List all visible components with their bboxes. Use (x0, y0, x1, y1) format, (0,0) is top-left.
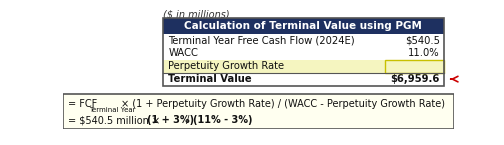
Text: (11% - 3%): (11% - 3%) (194, 115, 253, 125)
Text: × (1 + Perpetuity Growth Rate) / (WACC - Perpetuity Growth Rate): × (1 + Perpetuity Growth Rate) / (WACC -… (121, 99, 445, 109)
Text: ($ in millions): ($ in millions) (163, 9, 229, 19)
Text: Calculation of Terminal Value using PGM: Calculation of Terminal Value using PGM (184, 21, 422, 31)
Text: = FCF: = FCF (68, 99, 97, 109)
FancyBboxPatch shape (163, 73, 444, 86)
Text: Terminal Value: Terminal Value (168, 74, 252, 84)
FancyBboxPatch shape (163, 60, 444, 73)
Text: /: / (183, 115, 193, 125)
Text: Perpetuity Growth Rate: Perpetuity Growth Rate (168, 61, 285, 71)
Text: $6,959.6: $6,959.6 (391, 74, 440, 84)
FancyBboxPatch shape (63, 94, 454, 129)
FancyBboxPatch shape (163, 34, 444, 47)
Text: Terminal Year: Terminal Year (90, 107, 136, 113)
Text: WACC: WACC (168, 48, 199, 58)
FancyBboxPatch shape (385, 60, 444, 73)
Text: $540.5: $540.5 (405, 36, 440, 46)
Text: 11.0%: 11.0% (408, 48, 440, 58)
Text: Terminal Year Free Cash Flow (2024E): Terminal Year Free Cash Flow (2024E) (168, 36, 355, 46)
Text: = $540.5 million ×: = $540.5 million × (68, 115, 163, 125)
Text: 3.0%: 3.0% (415, 61, 440, 71)
FancyBboxPatch shape (163, 47, 444, 60)
FancyBboxPatch shape (163, 18, 444, 34)
Text: (1 + 3%): (1 + 3%) (147, 115, 194, 125)
